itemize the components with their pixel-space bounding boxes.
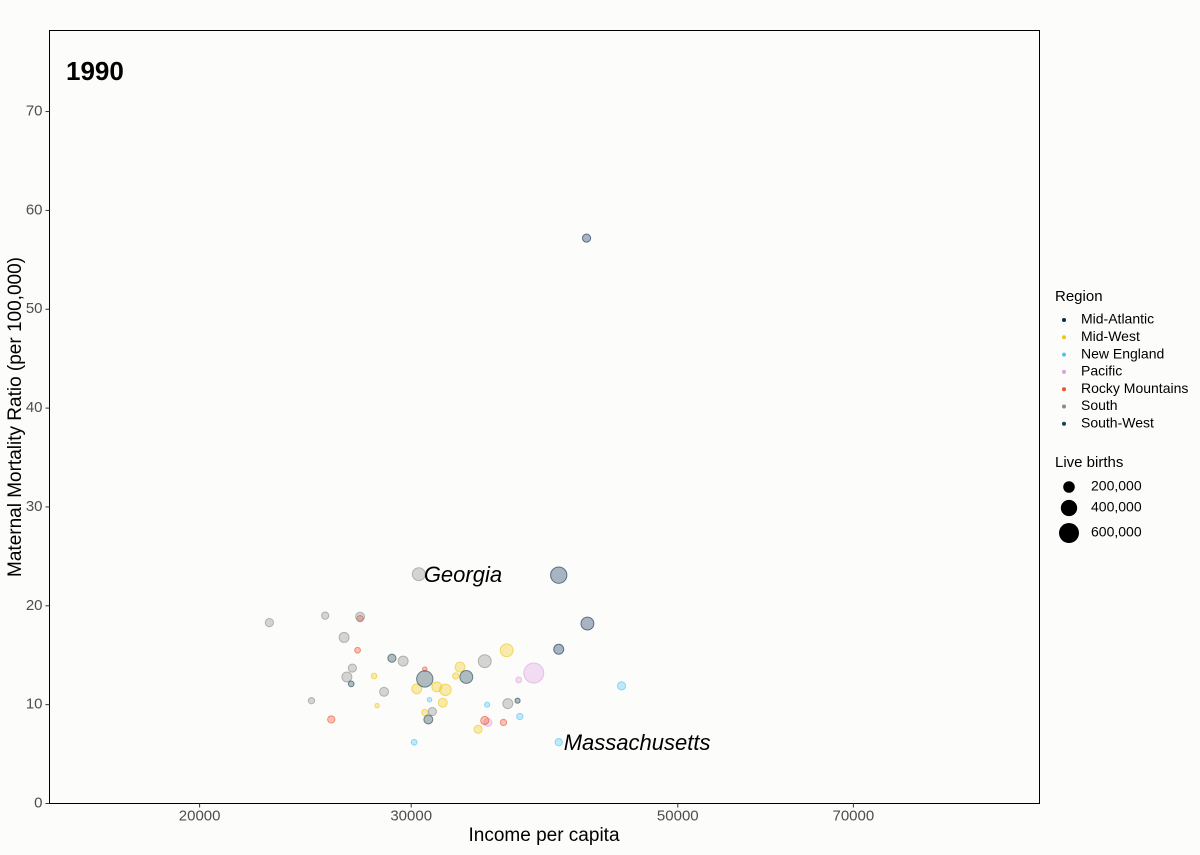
legend-swatch bbox=[1062, 387, 1066, 392]
legend-swatch bbox=[1062, 421, 1066, 426]
bubble bbox=[347, 663, 357, 673]
bubble bbox=[416, 670, 434, 688]
bubble bbox=[264, 618, 274, 628]
bubble bbox=[422, 666, 428, 672]
x-tick-label: 70000 bbox=[833, 807, 875, 824]
y-tick-label: 0 bbox=[34, 794, 42, 811]
x-tick-label: 50000 bbox=[657, 807, 699, 824]
bubble bbox=[550, 566, 568, 584]
legend-label: Mid-West bbox=[1081, 328, 1140, 344]
bubble bbox=[452, 672, 460, 680]
bubble bbox=[387, 653, 397, 663]
bubble bbox=[354, 646, 361, 654]
bubble bbox=[514, 697, 521, 704]
size-legend-label: 600,000 bbox=[1091, 524, 1142, 540]
bubble bbox=[516, 712, 524, 721]
bubble bbox=[410, 738, 418, 746]
bubble bbox=[411, 683, 423, 695]
chart-title: 1990 bbox=[66, 56, 124, 86]
y-axis-title: Maternal Mortality Ratio (per 100,000) bbox=[5, 257, 26, 577]
bubble bbox=[580, 616, 595, 631]
x-tick-label: 30000 bbox=[390, 807, 432, 824]
legend-swatch bbox=[1062, 352, 1066, 357]
bubble bbox=[411, 567, 426, 582]
bubble bbox=[616, 681, 627, 691]
legend-label: South bbox=[1081, 397, 1118, 413]
y-tick-label: 20 bbox=[26, 597, 43, 614]
bubble bbox=[379, 686, 390, 697]
bubble bbox=[437, 697, 448, 708]
bubble bbox=[515, 676, 523, 684]
legend-label: Pacific bbox=[1081, 363, 1122, 379]
legend-label: New England bbox=[1081, 345, 1164, 361]
bubble bbox=[341, 671, 353, 683]
bubble bbox=[307, 697, 316, 705]
bubble bbox=[327, 715, 336, 724]
size-legend-swatch bbox=[1060, 499, 1078, 517]
y-tick-label: 10 bbox=[26, 696, 43, 713]
point-label: Georgia bbox=[424, 562, 502, 587]
bubble bbox=[499, 643, 514, 658]
legend-label: Mid-Atlantic bbox=[1081, 311, 1154, 327]
size-legend-swatch bbox=[1059, 523, 1079, 543]
bubble bbox=[374, 702, 380, 709]
point-label: Massachusetts bbox=[564, 730, 711, 755]
size-legend-title: Live births bbox=[1055, 454, 1123, 471]
legend-swatch bbox=[1062, 318, 1066, 322]
y-tick-label: 50 bbox=[26, 300, 43, 317]
legend-swatch bbox=[1062, 404, 1066, 409]
y-tick-label: 60 bbox=[26, 201, 43, 218]
bubble bbox=[338, 631, 350, 643]
bubble bbox=[370, 672, 378, 680]
bubble bbox=[484, 701, 491, 708]
bubble bbox=[454, 661, 466, 673]
bubble bbox=[355, 611, 366, 622]
bubble bbox=[480, 715, 490, 726]
bubble bbox=[423, 714, 434, 725]
bubble bbox=[502, 698, 514, 710]
y-tick-label: 40 bbox=[26, 399, 43, 416]
bubble bbox=[581, 233, 592, 243]
bubble bbox=[554, 738, 563, 747]
bubble bbox=[439, 683, 452, 697]
bubble bbox=[499, 718, 508, 727]
points bbox=[264, 233, 627, 747]
bubble bbox=[523, 662, 545, 684]
legend-swatch bbox=[1062, 335, 1066, 340]
bubble bbox=[321, 611, 330, 620]
x-axis-title: Income per capita bbox=[468, 825, 619, 846]
legend-label: South-West bbox=[1081, 415, 1154, 431]
size-legend-label: 400,000 bbox=[1091, 499, 1142, 515]
legend-label: Rocky Mountains bbox=[1081, 380, 1188, 396]
plot-panel bbox=[49, 30, 1040, 804]
bubble bbox=[477, 654, 492, 669]
bubble bbox=[553, 643, 565, 655]
y-tick-label: 70 bbox=[26, 103, 43, 120]
bubble bbox=[356, 614, 364, 623]
legend-title: Region bbox=[1055, 288, 1103, 305]
bubble bbox=[397, 655, 409, 667]
size-legend-swatch bbox=[1063, 481, 1075, 493]
bubble bbox=[426, 696, 433, 703]
y-tick-label: 30 bbox=[26, 498, 43, 515]
bubble bbox=[473, 724, 483, 734]
x-tick-label: 20000 bbox=[179, 807, 221, 824]
bubble bbox=[427, 706, 437, 717]
bubble bbox=[347, 680, 355, 688]
size-legend-label: 200,000 bbox=[1091, 478, 1142, 494]
bubble bbox=[459, 670, 474, 684]
legend-swatch bbox=[1062, 369, 1066, 374]
